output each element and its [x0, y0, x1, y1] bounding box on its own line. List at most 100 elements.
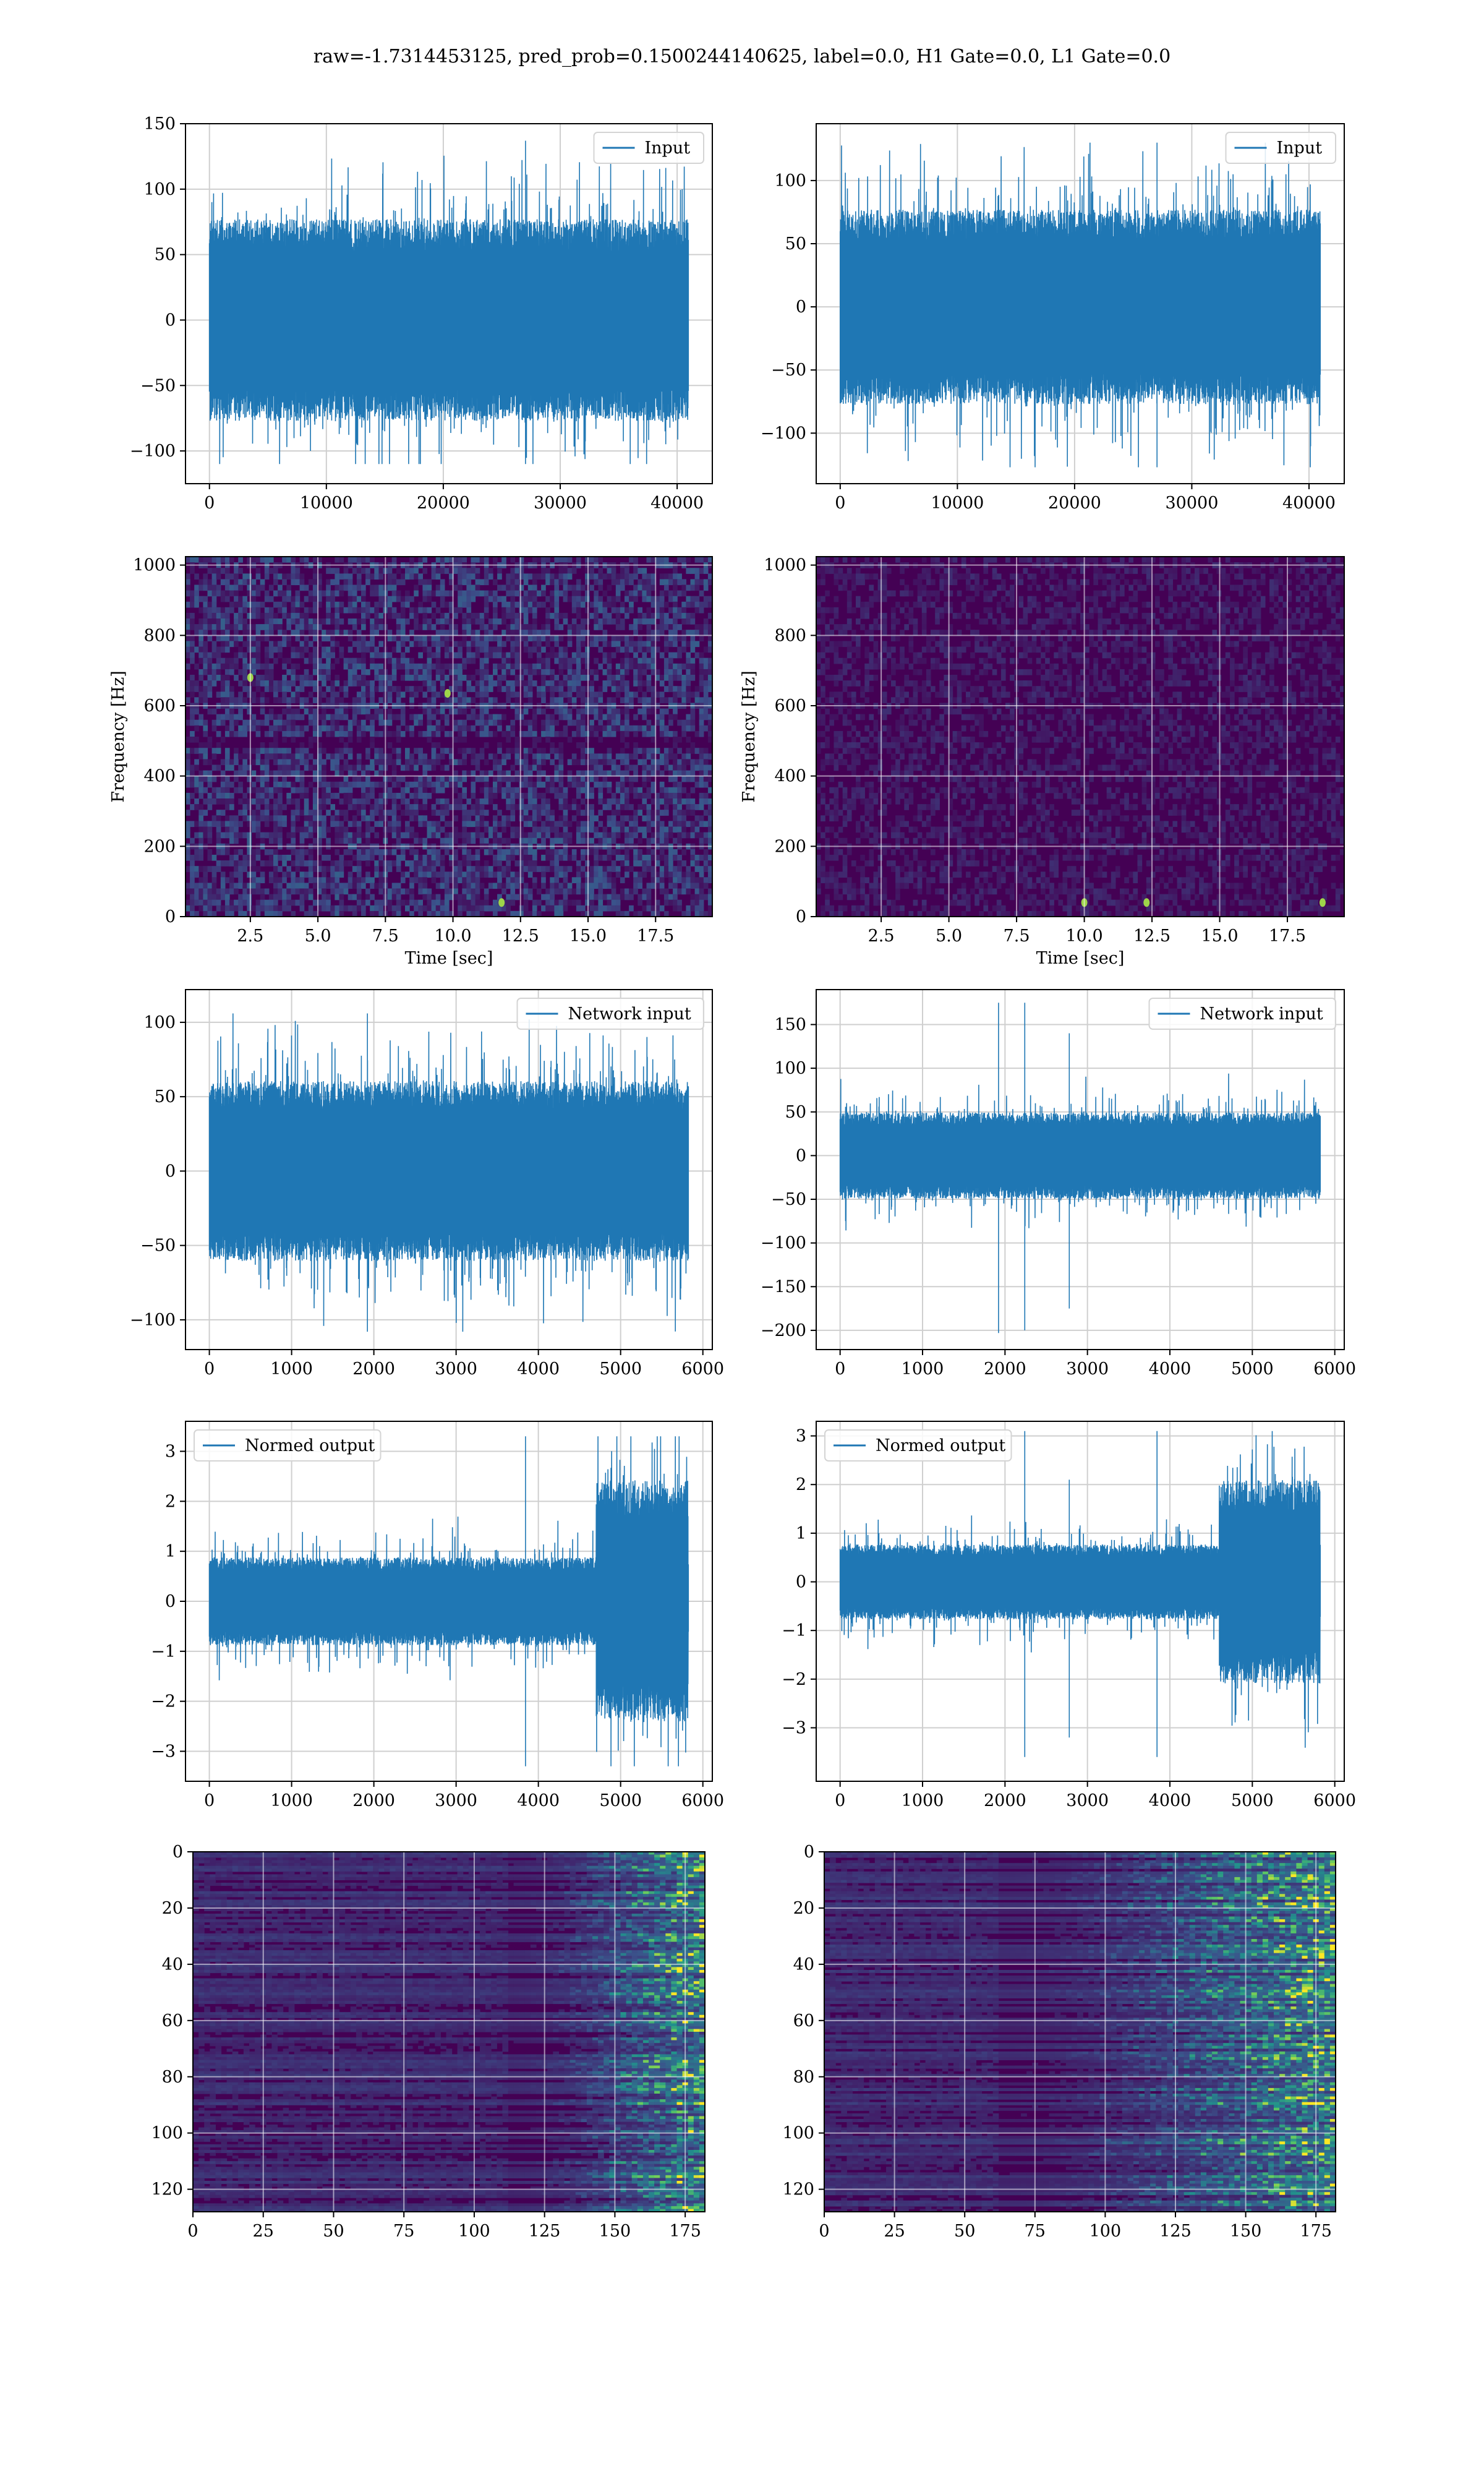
- heatmap-cell: [282, 781, 287, 788]
- heatmap-cell: [330, 652, 335, 659]
- heatmap-cell: [479, 714, 485, 721]
- heatmap-cell: [343, 860, 349, 867]
- heatmap-cell: [703, 596, 709, 602]
- heatmap-cell: [308, 855, 313, 861]
- heatmap-cell: [198, 686, 203, 692]
- heatmap-cell: [339, 584, 344, 591]
- heatmap-cell: [186, 855, 190, 861]
- heatmap-cell: [607, 781, 612, 788]
- heatmap-cell: [625, 792, 629, 799]
- heatmap-cell: [527, 855, 533, 861]
- heatmap-cell: [374, 753, 379, 760]
- heatmap-cell: [264, 781, 270, 788]
- heatmap-cell: [414, 568, 419, 574]
- heatmap-cell: [699, 635, 704, 641]
- heatmap-cell: [190, 686, 195, 692]
- heatmap-cell: [264, 792, 270, 799]
- heatmap-cell: [190, 646, 195, 653]
- heatmap-cell: [186, 776, 190, 782]
- heatmap-cell: [190, 737, 195, 743]
- heatmap-cell: [581, 759, 586, 766]
- heatmap-cell: [615, 584, 621, 591]
- heatmap-cell: [694, 601, 700, 608]
- heatmap-cell: [594, 753, 599, 760]
- heatmap-cell: [615, 714, 621, 721]
- heatmap-cell: [686, 680, 691, 687]
- heatmap-cell: [646, 607, 652, 614]
- heatmap-cell: [194, 719, 199, 726]
- heatmap-cell: [312, 708, 318, 715]
- heatmap-cell: [295, 877, 301, 883]
- heatmap-cell: [466, 686, 472, 692]
- heatmap-cell: [554, 557, 560, 563]
- heatmap-cell: [400, 871, 406, 878]
- heatmap-cell: [224, 680, 230, 687]
- heatmap-cell: [308, 810, 313, 816]
- heatmap-cell: [585, 630, 590, 636]
- heatmap-cell: [493, 697, 498, 703]
- heatmap-cell: [694, 730, 700, 737]
- heatmap-cell: [484, 792, 489, 799]
- heatmap-cell: [312, 770, 318, 777]
- heatmap-cell: [663, 753, 669, 760]
- heatmap-cell: [273, 770, 278, 777]
- heatmap-cell: [699, 837, 704, 844]
- heatmap-cell: [229, 855, 234, 861]
- heatmap-cell: [260, 742, 265, 748]
- heatmap-cell: [317, 776, 322, 782]
- heatmap-cell: [581, 635, 586, 641]
- heatmap-cell: [198, 697, 203, 703]
- heatmap-cell: [607, 680, 612, 687]
- heatmap-cell: [519, 792, 524, 799]
- heatmap-cell: [510, 798, 516, 805]
- heatmap-cell: [229, 899, 234, 906]
- heatmap-cell: [585, 675, 590, 681]
- heatmap-cell: [633, 730, 638, 737]
- heatmap-cell: [699, 730, 704, 737]
- heatmap-cell: [563, 837, 568, 844]
- heatmap-cell: [673, 714, 678, 721]
- heatmap-cell: [352, 821, 357, 828]
- heatmap-cell: [356, 866, 362, 872]
- heatmap-cell: [242, 663, 247, 670]
- heatmap-cell: [514, 708, 520, 715]
- heatmap-cell: [703, 832, 709, 839]
- heatmap-cell: [620, 730, 625, 737]
- heatmap-cell: [532, 579, 537, 586]
- heatmap-cell: [519, 635, 524, 641]
- heatmap-cell: [646, 641, 652, 648]
- heatmap-cell: [278, 573, 283, 580]
- heatmap-cell: [501, 596, 506, 602]
- heatmap-cell: [707, 821, 712, 828]
- heatmap-cell: [378, 888, 384, 895]
- heatmap-cell: [576, 669, 581, 675]
- heatmap-cell: [387, 787, 393, 794]
- heatmap-cell: [585, 888, 590, 895]
- heatmap-cell: [449, 860, 454, 867]
- heatmap-cell: [304, 888, 309, 895]
- heatmap-cell: [370, 584, 375, 591]
- heatmap-cell: [268, 584, 274, 591]
- heatmap-cell: [435, 759, 441, 766]
- heatmap-cell: [211, 675, 217, 681]
- heatmap-cell: [326, 612, 331, 619]
- heatmap-cell: [690, 871, 696, 878]
- heatmap-cell: [198, 776, 203, 782]
- heatmap-cell: [299, 810, 305, 816]
- heatmap-cell: [234, 748, 239, 754]
- heatmap-cell: [633, 691, 638, 698]
- heatmap-cell: [550, 697, 555, 703]
- heatmap-cell: [650, 837, 656, 844]
- heatmap-cell: [282, 730, 287, 737]
- heatmap-cell: [268, 855, 274, 861]
- heatmap-cell: [299, 826, 305, 833]
- heatmap-cell: [348, 737, 353, 743]
- heatmap-cell: [211, 652, 217, 659]
- heatmap-cell: [699, 568, 704, 574]
- heatmap-cell: [282, 877, 287, 883]
- heatmap-cell: [224, 776, 230, 782]
- heatmap-cell: [194, 883, 199, 889]
- heatmap-cell: [251, 624, 257, 630]
- heatmap-cell: [356, 657, 362, 664]
- heatmap-cell: [545, 635, 550, 641]
